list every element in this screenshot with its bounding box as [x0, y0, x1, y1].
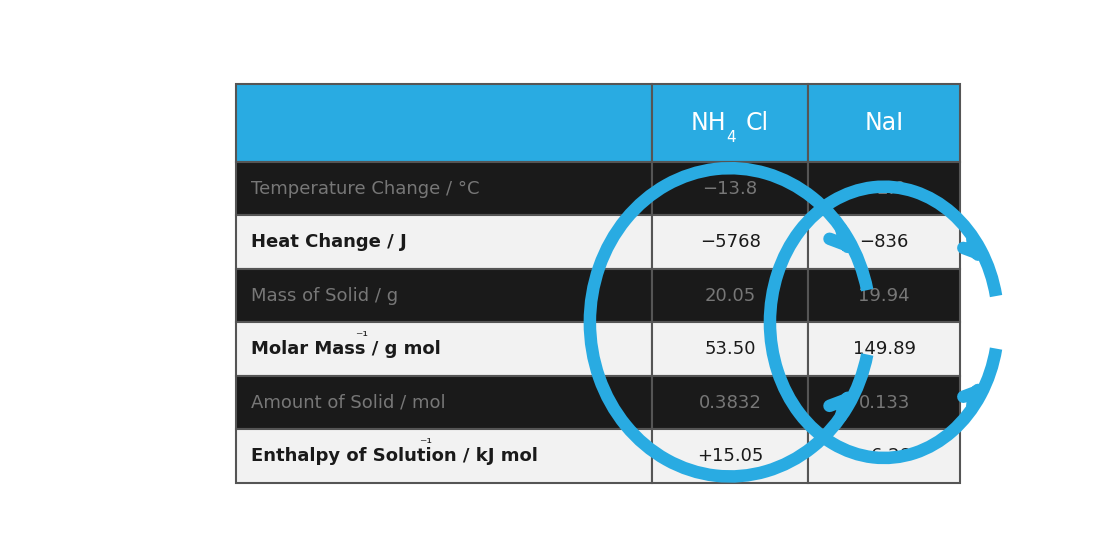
Text: 4: 4	[726, 130, 736, 145]
Bar	[808, 323, 960, 376]
Text: Heat Change / J: Heat Change / J	[251, 233, 407, 251]
Bar	[808, 216, 960, 269]
Text: 0.3832: 0.3832	[698, 394, 761, 412]
Text: −13.8: −13.8	[703, 179, 758, 198]
Bar	[808, 84, 960, 162]
Bar	[652, 84, 808, 162]
Text: +15.05: +15.05	[697, 447, 763, 465]
Text: 0.133: 0.133	[858, 394, 910, 412]
Bar	[652, 429, 808, 483]
Bar	[235, 429, 652, 483]
Text: +6.28: +6.28	[857, 447, 912, 465]
Text: 149.89: 149.89	[852, 340, 915, 358]
Bar	[808, 376, 960, 429]
Bar	[235, 216, 652, 269]
Bar	[808, 429, 960, 483]
Text: Temperature Change / °C: Temperature Change / °C	[251, 179, 480, 198]
Bar	[652, 162, 808, 216]
Text: Molar Mass / g mol: Molar Mass / g mol	[251, 340, 441, 358]
Bar	[652, 216, 808, 269]
Bar	[808, 162, 960, 216]
Bar	[652, 269, 808, 323]
Text: Cl: Cl	[746, 111, 769, 135]
Text: 53.50: 53.50	[704, 340, 756, 358]
Text: −2.0: −2.0	[862, 179, 906, 198]
Bar	[652, 376, 808, 429]
Text: Amount of Solid / mol: Amount of Solid / mol	[251, 394, 446, 412]
Text: −836: −836	[859, 233, 909, 251]
Text: NH: NH	[690, 111, 726, 135]
Text: 19.94: 19.94	[858, 286, 910, 305]
Bar	[235, 376, 652, 429]
Text: Mass of Solid / g: Mass of Solid / g	[251, 286, 398, 305]
Text: −5768: −5768	[700, 233, 760, 251]
Bar	[235, 269, 652, 323]
Bar	[235, 323, 652, 376]
Text: ⁻¹: ⁻¹	[419, 437, 432, 451]
Text: NaI: NaI	[865, 111, 904, 135]
Text: ⁻¹: ⁻¹	[355, 330, 368, 344]
Bar	[808, 269, 960, 323]
Text: 20.05: 20.05	[704, 286, 756, 305]
Text: Enthalpy of Solution / kJ mol: Enthalpy of Solution / kJ mol	[251, 447, 538, 465]
Bar	[652, 323, 808, 376]
Bar	[235, 84, 652, 162]
Bar	[235, 162, 652, 216]
